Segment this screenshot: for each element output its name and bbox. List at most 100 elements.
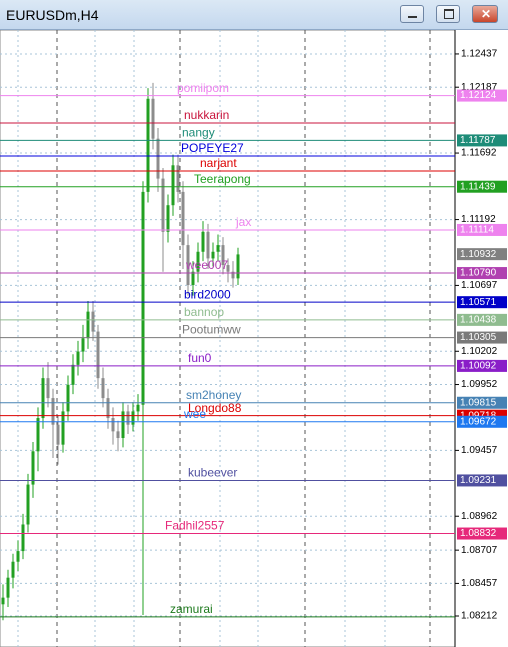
candle-body (61, 411, 65, 445)
candle-body (26, 484, 30, 525)
y-tick-label: 1.10697 (461, 280, 498, 291)
candle-body (1, 597, 5, 605)
candle-body (66, 384, 70, 412)
price-label: 1.10092 (460, 361, 497, 372)
candle-body (211, 251, 215, 259)
candle-body (151, 98, 155, 139)
price-label: 1.10790 (460, 268, 497, 279)
price-level-name: pomiipom (177, 81, 229, 95)
candle-body (16, 551, 20, 562)
candle-body (41, 378, 45, 419)
candle-body (171, 165, 175, 206)
price-level-name: bannop (184, 305, 224, 319)
price-label-box (457, 527, 507, 540)
price-level-name: wee007 (185, 258, 228, 272)
price-level-name: nangy (182, 126, 215, 140)
candle-body (11, 561, 15, 578)
price-label-box (457, 89, 507, 102)
bid-label: 1.10932 (460, 249, 497, 260)
price-label-box (457, 313, 507, 326)
price-level-name: POPEYE27 (181, 141, 244, 155)
candle-body (136, 404, 140, 412)
price-label: 1.09815 (460, 397, 497, 408)
candle-body (236, 254, 240, 279)
price-label: 1.11787 (460, 135, 496, 146)
vertical-grid (17, 30, 431, 647)
price-level-name: Teerapong (194, 172, 251, 186)
price-level-name: kubeever (188, 466, 237, 480)
candle-body (51, 398, 55, 425)
y-tick-label: 1.11692 (461, 148, 497, 159)
candle-body (161, 178, 165, 232)
price-label: 1.10305 (460, 332, 497, 343)
y-tick-label: 1.10202 (461, 346, 498, 357)
price-label-box (457, 415, 507, 428)
candle-body (46, 378, 50, 399)
candle-body (76, 351, 80, 365)
candle-body (106, 398, 110, 419)
window-title: EURUSDm,H4 (6, 7, 99, 23)
price-level-name: sm2honey (186, 388, 241, 402)
price-label-box (457, 474, 507, 487)
y-tick-label: 1.11192 (461, 214, 496, 225)
candle-body (36, 418, 40, 452)
price-level-name: Pootumww (182, 323, 241, 337)
candle-body (91, 311, 95, 332)
candle-body (181, 191, 185, 246)
y-tick-label: 1.08457 (461, 578, 498, 589)
candle-body (111, 418, 115, 432)
price-label: 1.12124 (460, 90, 497, 101)
price-label-box (457, 180, 507, 193)
price-level-name: wee (183, 407, 206, 421)
candle-body (176, 165, 180, 192)
price-label-box (457, 296, 507, 309)
candle-body (156, 138, 160, 179)
price-label: 1.09672 (460, 416, 497, 427)
price-label: 1.11439 (460, 181, 496, 192)
candle-body (21, 524, 25, 552)
price-label-box (457, 223, 507, 236)
candle-body (201, 231, 205, 252)
price-level-name: jax (235, 215, 251, 229)
candle-body (141, 191, 145, 405)
candle-body (101, 378, 105, 399)
price-label-box (457, 267, 507, 280)
price-label: 1.09231 (460, 475, 497, 486)
price-level-name: narjant (200, 156, 237, 170)
price-label-box (457, 331, 507, 344)
y-tick-label: 1.08707 (461, 545, 498, 556)
price-label-box (457, 396, 507, 409)
price-label: 1.10571 (460, 297, 497, 308)
plot-area (0, 30, 456, 647)
bid-label-box (457, 248, 507, 261)
candle-body (226, 265, 230, 272)
candle-body (146, 98, 150, 192)
price-level-name: nukkarin (184, 108, 229, 122)
minimize-button[interactable] (400, 5, 424, 23)
candle-body (231, 271, 235, 279)
price-label: 1.10438 (460, 315, 497, 326)
candle-body (131, 411, 135, 425)
price-level-name: fun0 (188, 351, 212, 365)
candle-body (6, 577, 10, 598)
candle-body (81, 338, 85, 352)
candle-body (116, 431, 120, 439)
candle-body (206, 231, 210, 259)
y-tick-label: 1.12187 (461, 82, 498, 93)
y-tick-label: 1.08962 (461, 511, 498, 522)
close-button[interactable]: ✕ (472, 5, 498, 23)
price-level-name: bird2000 (184, 287, 231, 301)
candle-body (121, 411, 125, 439)
candle-body (96, 331, 100, 379)
price-label-box (457, 134, 507, 147)
candle-body (191, 271, 195, 286)
candle-body (31, 451, 35, 485)
price-label: 1.08832 (460, 528, 497, 539)
maximize-button[interactable] (436, 5, 460, 23)
price-level-name: zamurai (170, 602, 213, 616)
price-label-box (457, 359, 507, 372)
candle-body (186, 245, 190, 286)
candle-body (221, 245, 225, 266)
title-bar: EURUSDm,H4 ✕ (0, 0, 508, 30)
